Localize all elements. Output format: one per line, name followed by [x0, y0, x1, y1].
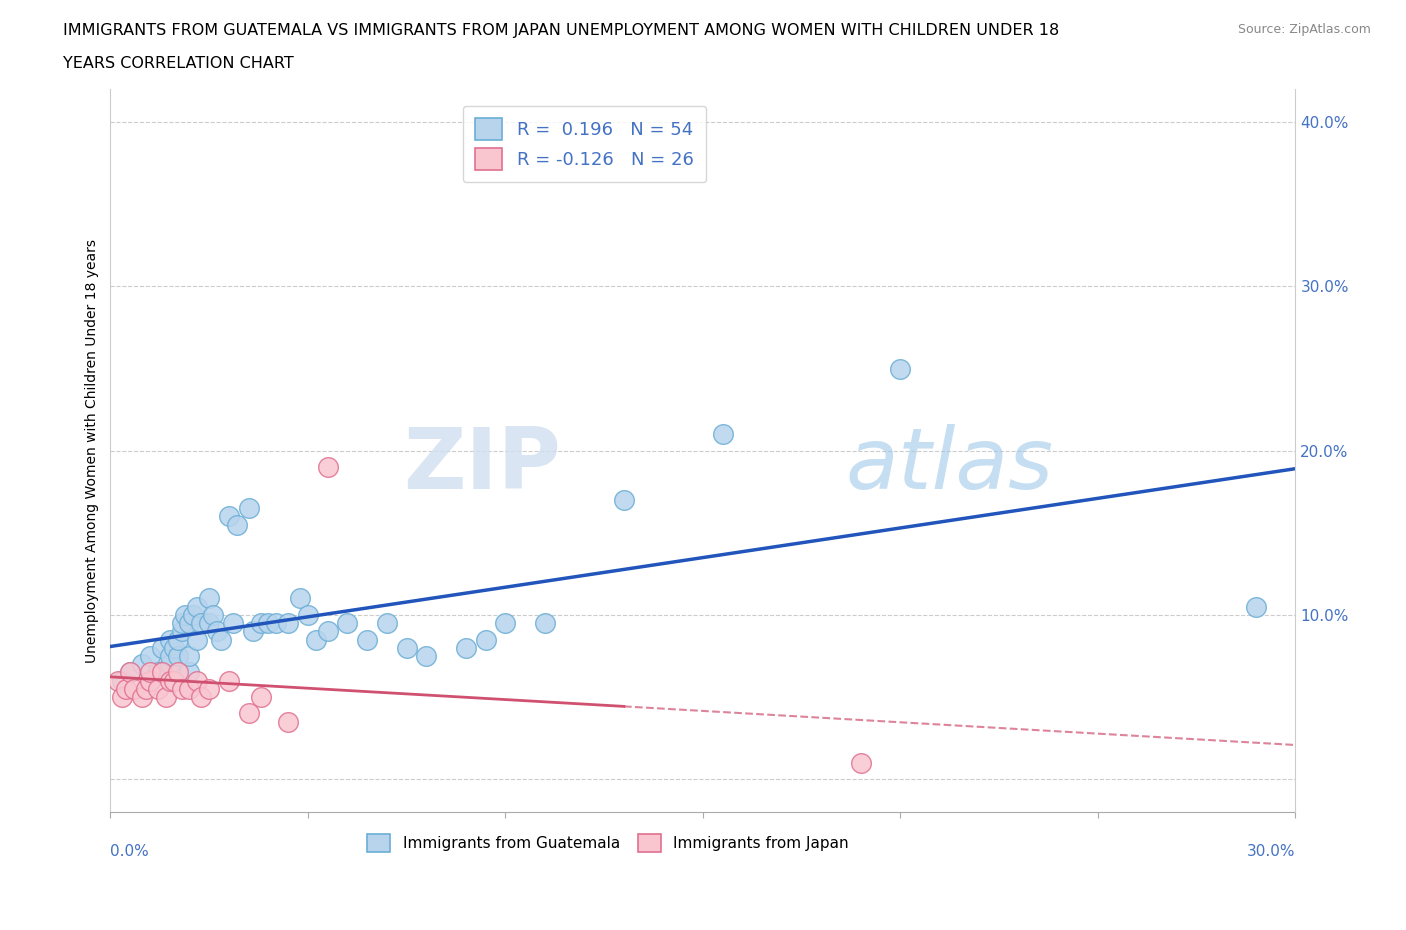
Point — [139, 673, 162, 688]
Y-axis label: Unemployment Among Women with Children Under 18 years: Unemployment Among Women with Children U… — [86, 239, 100, 663]
Point — [186, 632, 208, 647]
Point — [375, 616, 398, 631]
Point — [170, 682, 193, 697]
Text: IMMIGRANTS FROM GUATEMALA VS IMMIGRANTS FROM JAPAN UNEMPLOYMENT AMONG WOMEN WITH: IMMIGRANTS FROM GUATEMALA VS IMMIGRANTS … — [63, 23, 1060, 38]
Point — [190, 616, 212, 631]
Point — [613, 493, 636, 508]
Point — [316, 624, 339, 639]
Point — [120, 665, 142, 680]
Point — [150, 641, 173, 656]
Point — [186, 599, 208, 614]
Point — [155, 689, 177, 704]
Point — [179, 648, 201, 663]
Point — [146, 682, 169, 697]
Point — [249, 689, 271, 704]
Point — [316, 459, 339, 474]
Point — [266, 616, 288, 631]
Point — [222, 616, 245, 631]
Text: Source: ZipAtlas.com: Source: ZipAtlas.com — [1237, 23, 1371, 36]
Point — [205, 624, 228, 639]
Point — [454, 641, 477, 656]
Point — [889, 361, 911, 376]
Point — [159, 632, 181, 647]
Text: atlas: atlas — [845, 424, 1053, 507]
Point — [494, 616, 516, 631]
Point — [305, 632, 328, 647]
Point — [336, 616, 359, 631]
Point — [179, 682, 201, 697]
Point — [131, 657, 153, 671]
Point — [159, 657, 181, 671]
Point — [198, 616, 221, 631]
Point — [297, 607, 319, 622]
Point — [218, 509, 240, 524]
Point — [277, 616, 299, 631]
Point — [186, 673, 208, 688]
Text: 0.0%: 0.0% — [111, 844, 149, 859]
Point — [249, 616, 271, 631]
Text: ZIP: ZIP — [404, 424, 561, 507]
Point — [225, 517, 247, 532]
Point — [166, 648, 188, 663]
Point — [159, 673, 181, 688]
Point — [115, 682, 138, 697]
Text: YEARS CORRELATION CHART: YEARS CORRELATION CHART — [63, 56, 294, 71]
Point — [107, 673, 129, 688]
Point — [135, 682, 157, 697]
Point — [238, 500, 260, 515]
Point — [849, 755, 872, 770]
Point — [257, 616, 280, 631]
Point — [122, 682, 145, 697]
Point — [1244, 599, 1267, 614]
Point — [218, 673, 240, 688]
Point — [159, 648, 181, 663]
Text: 30.0%: 30.0% — [1247, 844, 1295, 859]
Point — [277, 714, 299, 729]
Point — [150, 665, 173, 680]
Point — [162, 673, 184, 688]
Point — [238, 706, 260, 721]
Point — [166, 665, 188, 680]
Point — [415, 648, 437, 663]
Point — [146, 665, 169, 680]
Point — [190, 689, 212, 704]
Point — [131, 689, 153, 704]
Point — [179, 616, 201, 631]
Point — [139, 673, 162, 688]
Point — [174, 607, 197, 622]
Point — [209, 632, 232, 647]
Point — [162, 641, 184, 656]
Point — [395, 641, 418, 656]
Point — [183, 607, 205, 622]
Point — [356, 632, 378, 647]
Point — [170, 616, 193, 631]
Point — [198, 682, 221, 697]
Point — [170, 624, 193, 639]
Point — [120, 665, 142, 680]
Point — [179, 665, 201, 680]
Point — [166, 632, 188, 647]
Point — [111, 673, 134, 688]
Point — [198, 591, 221, 606]
Point — [242, 624, 264, 639]
Point — [139, 648, 162, 663]
Point — [474, 632, 496, 647]
Point — [202, 607, 225, 622]
Point — [139, 665, 162, 680]
Point — [534, 616, 557, 631]
Point — [711, 427, 734, 442]
Legend: Immigrants from Guatemala, Immigrants from Japan: Immigrants from Guatemala, Immigrants fr… — [361, 828, 855, 858]
Point — [111, 689, 134, 704]
Point — [288, 591, 311, 606]
